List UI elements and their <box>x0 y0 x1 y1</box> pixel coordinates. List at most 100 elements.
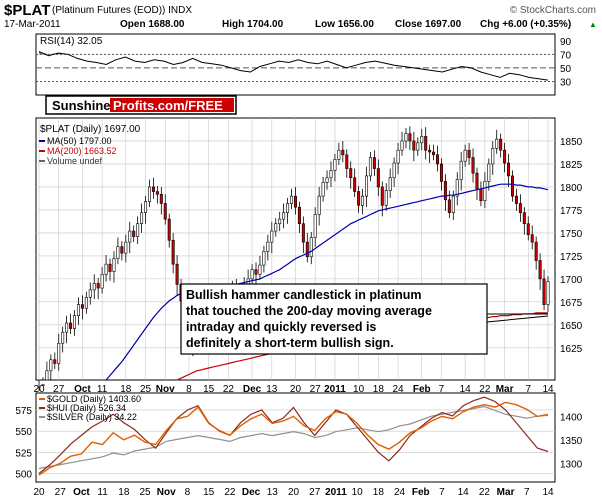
price-candle <box>140 212 144 225</box>
metals-x-tick-label: Nov <box>157 487 176 498</box>
price-candle <box>388 177 392 191</box>
metals-legend-label: $HUI (Daily) 526.34 <box>47 403 126 413</box>
price-candle <box>443 181 447 201</box>
metals-x-tick-label: 2011 <box>325 487 347 498</box>
price-candle <box>53 359 57 364</box>
price-candle <box>400 140 404 151</box>
main-x-tick-label: 24 <box>392 384 404 395</box>
price-candle <box>136 223 140 237</box>
metals-x-tick-label: Feb <box>412 487 430 498</box>
price-candle <box>436 154 440 165</box>
main-x-tick-label: 8 <box>186 384 192 395</box>
logo-text-red: Profits.com/FREE <box>113 98 223 113</box>
price-candle <box>254 269 258 275</box>
price-candle <box>144 201 148 213</box>
price-candle <box>333 159 337 171</box>
legend-label: Volume undef <box>47 156 103 166</box>
price-candle <box>96 283 100 289</box>
metals-x-tick-label: 27 <box>309 487 321 498</box>
price-candle <box>69 322 73 329</box>
price-candle <box>309 237 313 258</box>
metals-x-tick-label: Oct <box>73 487 90 498</box>
main-x-tick-label: Mar <box>496 384 514 395</box>
main-x-tick-label: 14 <box>542 384 554 395</box>
price-candle <box>451 195 455 213</box>
metals-legend-label: $GOLD (Daily) 1403.60 <box>47 394 141 404</box>
price-candle <box>167 218 171 241</box>
metals-x-tick-label: 7 <box>439 487 445 498</box>
price-candle <box>372 157 376 169</box>
price-candle <box>428 149 432 153</box>
price-candle <box>65 322 69 333</box>
metals-x-tick-label: 27 <box>55 487 67 498</box>
price-candle <box>491 148 495 165</box>
price-y-tick-label: 1800 <box>560 183 583 194</box>
main-x-tick-label: 18 <box>373 384 385 395</box>
metals-right-tick-label: 1350 <box>560 436 583 447</box>
price-candle <box>76 304 80 316</box>
metals-x-tick-label: 14 <box>542 487 554 498</box>
price-candle <box>483 181 487 202</box>
price-y-tick-label: 1650 <box>560 321 583 332</box>
price-candle <box>61 331 65 344</box>
price-y-tick-label: 1675 <box>560 298 583 309</box>
metals-left-tick-label: 525 <box>15 448 32 459</box>
metals-x-tick-label: 10 <box>352 487 364 498</box>
price-candle <box>297 206 301 225</box>
metals-x-tick-label: 24 <box>394 487 406 498</box>
price-candle <box>321 182 325 197</box>
price-candle <box>301 223 305 243</box>
price-candle <box>412 140 416 151</box>
main-x-tick-label: 7 <box>439 384 445 395</box>
price-candle <box>471 157 475 174</box>
price-y-tick-label: 1750 <box>560 229 583 240</box>
price-y-tick-label: 1850 <box>560 137 583 148</box>
header-close: Close 1697.00 <box>395 19 462 30</box>
price-candle <box>530 234 534 243</box>
price-candle <box>57 342 61 364</box>
price-y-tick-label: 1725 <box>560 252 583 263</box>
price-candle <box>104 263 108 275</box>
annotation-text-line: Bullish hammer candlestick in platinum <box>186 288 421 302</box>
price-candle <box>132 230 136 237</box>
main-x-tick-label: 10 <box>353 384 365 395</box>
price-candle <box>459 160 463 180</box>
annotation-text-line: intraday and quickly reversed is <box>186 320 376 334</box>
main-x-tick-label: 22 <box>223 384 235 395</box>
up-arrow-icon: ▲ <box>589 20 597 29</box>
watermark: © StockCharts.com <box>509 5 596 16</box>
price-candle <box>313 214 317 238</box>
hui-line <box>38 396 549 474</box>
price-candle <box>108 263 112 272</box>
price-candle <box>100 273 104 289</box>
main-x-tick-label: Nov <box>156 384 175 395</box>
main-title: $PLAT (Daily) 1697.00 <box>40 124 141 135</box>
legend-label: MA(50) 1797.00 <box>47 136 112 146</box>
price-candle <box>384 190 388 206</box>
silver-line <box>38 405 549 470</box>
metals-x-tick-label: 18 <box>373 487 385 498</box>
metals-x-tick-label: 15 <box>203 487 215 498</box>
price-candle <box>432 151 436 156</box>
main-x-tick-label: 18 <box>120 384 132 395</box>
main-x-tick-label: 13 <box>266 384 278 395</box>
price-candle <box>329 170 333 179</box>
price-candle <box>503 149 507 164</box>
metals-x-tick-label: 22 <box>224 487 236 498</box>
price-candle <box>286 203 290 213</box>
price-candle <box>282 212 286 220</box>
price-candle <box>274 223 278 232</box>
price-candle <box>542 278 546 305</box>
metals-left-tick-label: 575 <box>15 406 32 417</box>
price-candle <box>325 177 329 183</box>
price-candle <box>250 269 254 280</box>
price-candle <box>467 149 471 158</box>
main-x-tick-label: 11 <box>97 384 108 395</box>
price-candle <box>45 370 49 381</box>
price-candle <box>290 195 294 204</box>
price-candle <box>475 172 479 190</box>
annotation-box <box>180 283 488 355</box>
ma50-line <box>105 183 549 381</box>
main-x-tick-label: 2011 <box>324 384 346 395</box>
